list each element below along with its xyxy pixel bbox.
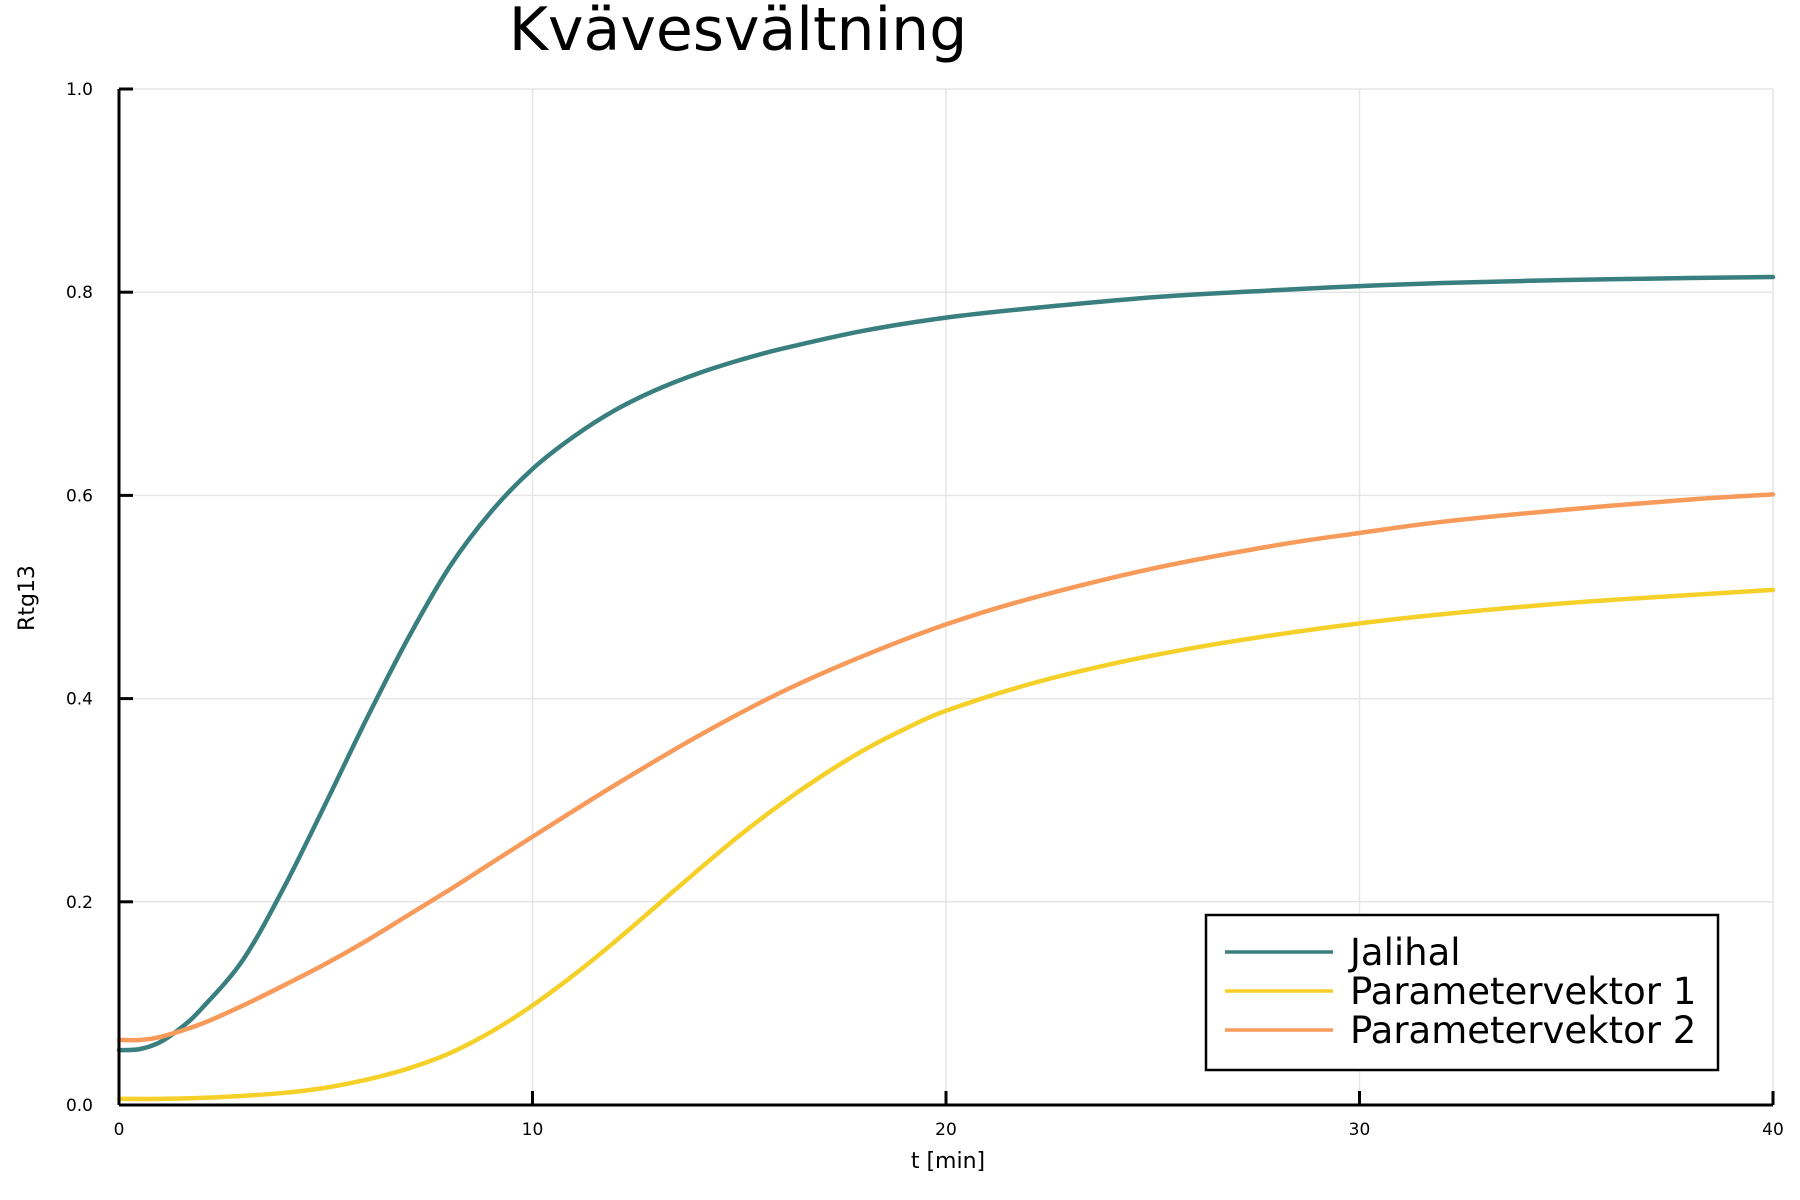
x-axis-label: t [min] xyxy=(911,1149,985,1174)
legend-label-1: Jalihal xyxy=(1348,931,1461,974)
y-tick-label: 0.4 xyxy=(66,690,93,710)
legend-label-2: Parametervektor 1 xyxy=(1350,970,1696,1013)
x-tick-label: 40 xyxy=(1762,1120,1784,1140)
y-axis-label: Rtg13 xyxy=(15,565,40,631)
x-tick-label: 20 xyxy=(935,1120,957,1140)
x-ticks: 0 10 20 30 40 xyxy=(114,1091,1784,1140)
series-line-2 xyxy=(116,587,1776,1102)
y-tick-label: 0.2 xyxy=(66,893,93,913)
legend-label-3: Parametervektor 2 xyxy=(1350,1009,1696,1052)
y-tick-label: 0.0 xyxy=(66,1096,93,1116)
y-tick-label: 1.0 xyxy=(66,80,93,100)
series-layer xyxy=(116,274,1776,1102)
x-tick-label: 0 xyxy=(114,1120,125,1140)
series-line-3 xyxy=(116,492,1776,1043)
chart-title: Kvävesvältning xyxy=(509,0,968,65)
series-line-1 xyxy=(116,274,1776,1053)
x-tick-label: 30 xyxy=(1349,1120,1371,1140)
x-tick-label: 10 xyxy=(522,1120,544,1140)
y-tick-label: 0.8 xyxy=(66,283,93,303)
y-ticks: 0.0 0.2 0.4 0.6 0.8 1.0 xyxy=(66,80,133,1116)
y-tick-label: 0.6 xyxy=(66,486,93,506)
